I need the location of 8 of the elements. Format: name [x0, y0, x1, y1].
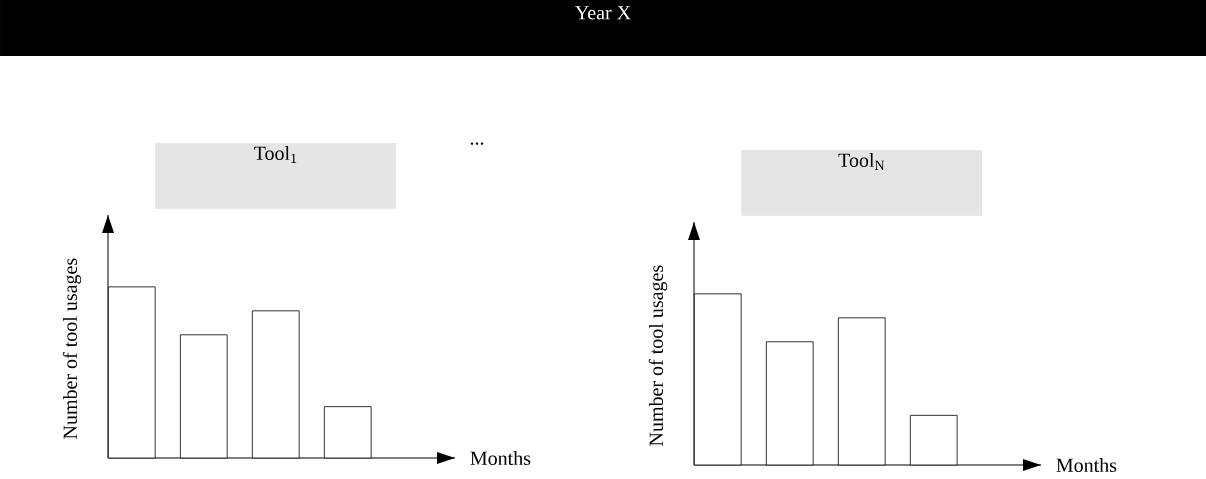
y-axis-title: Number of tool usages — [648, 265, 668, 447]
chart-title: Tool$_{1}$ — [254, 146, 297, 164]
y-axis-title: Number of tool usages — [62, 258, 82, 440]
chart-title: Tool$_{N}$ — [838, 153, 885, 171]
x-axis-title: Months — [470, 451, 531, 466]
text: ... — [470, 142, 484, 145]
x-axis-title: Months — [1056, 458, 1117, 473]
text: Year X — [575, 6, 631, 20]
